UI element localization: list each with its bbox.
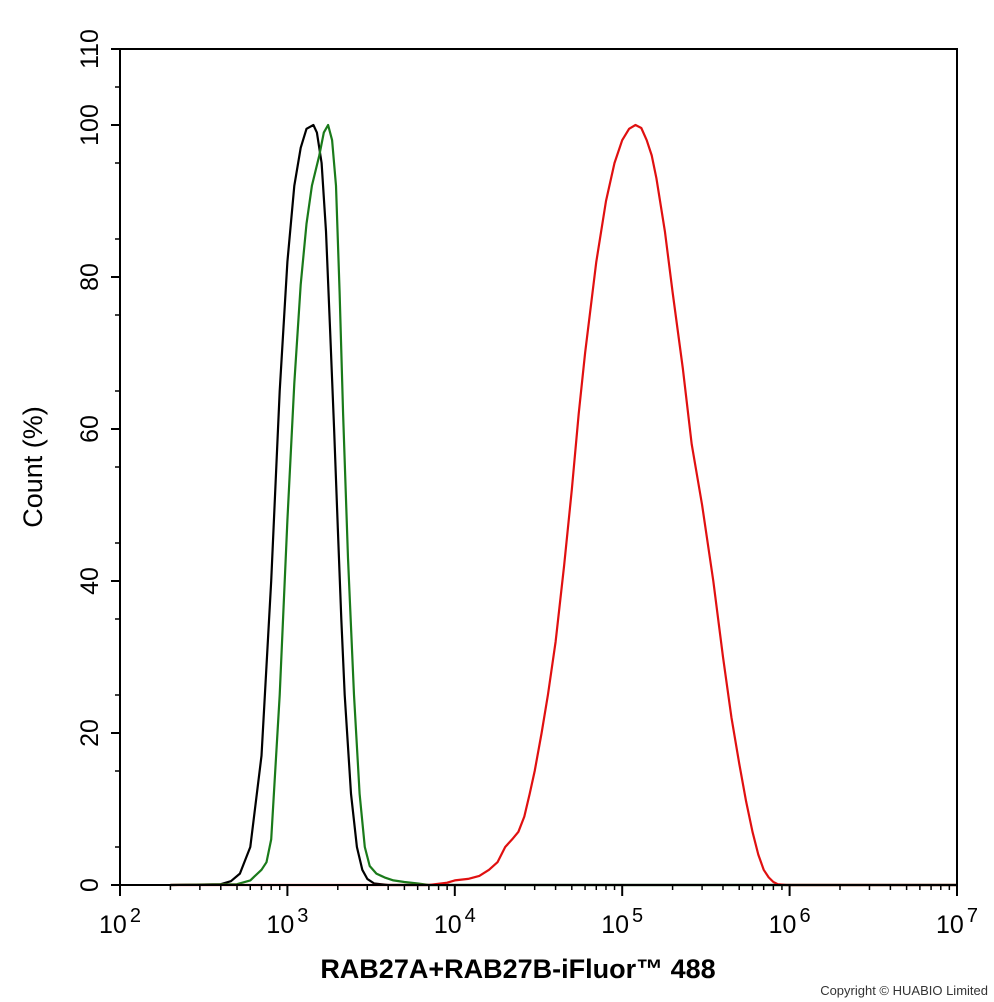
histogram-curve-1 bbox=[170, 123, 957, 887]
y-tick-label: 20 bbox=[76, 719, 104, 747]
x-axis-title: RAB27A+RAB27B-iFluor™ 488 bbox=[320, 954, 715, 984]
y-axis-ticks: 0 20 40 60 80 100 110 bbox=[76, 29, 120, 892]
y-axis-title: Count (%) bbox=[18, 406, 48, 528]
histogram-curve-2 bbox=[170, 123, 957, 887]
x-tick-label: 10 4 bbox=[434, 905, 476, 939]
plot-frame bbox=[119, 48, 958, 886]
histogram-curve-3 bbox=[170, 123, 957, 887]
x-axis-ticks: 10 2 10 3 10 4 10 5 10 6 10 7 bbox=[99, 885, 978, 939]
x-tick-label: 10 7 bbox=[936, 905, 978, 939]
x-tick-label: 10 6 bbox=[769, 905, 811, 939]
y-tick-label: 60 bbox=[76, 415, 104, 443]
y-tick-label: 100 bbox=[76, 104, 104, 146]
x-tick-label: 10 3 bbox=[266, 905, 308, 939]
x-tick-label: 10 2 bbox=[99, 905, 141, 939]
copyright-notice: Copyright © HUABIO Limited bbox=[820, 983, 988, 998]
y-tick-label: 110 bbox=[76, 29, 104, 69]
y-tick-label: 80 bbox=[76, 263, 104, 291]
x-tick-label: 10 5 bbox=[601, 905, 643, 939]
y-tick-label: 40 bbox=[76, 567, 104, 595]
histogram-curves bbox=[170, 123, 957, 887]
y-tick-label: 0 bbox=[76, 878, 104, 892]
